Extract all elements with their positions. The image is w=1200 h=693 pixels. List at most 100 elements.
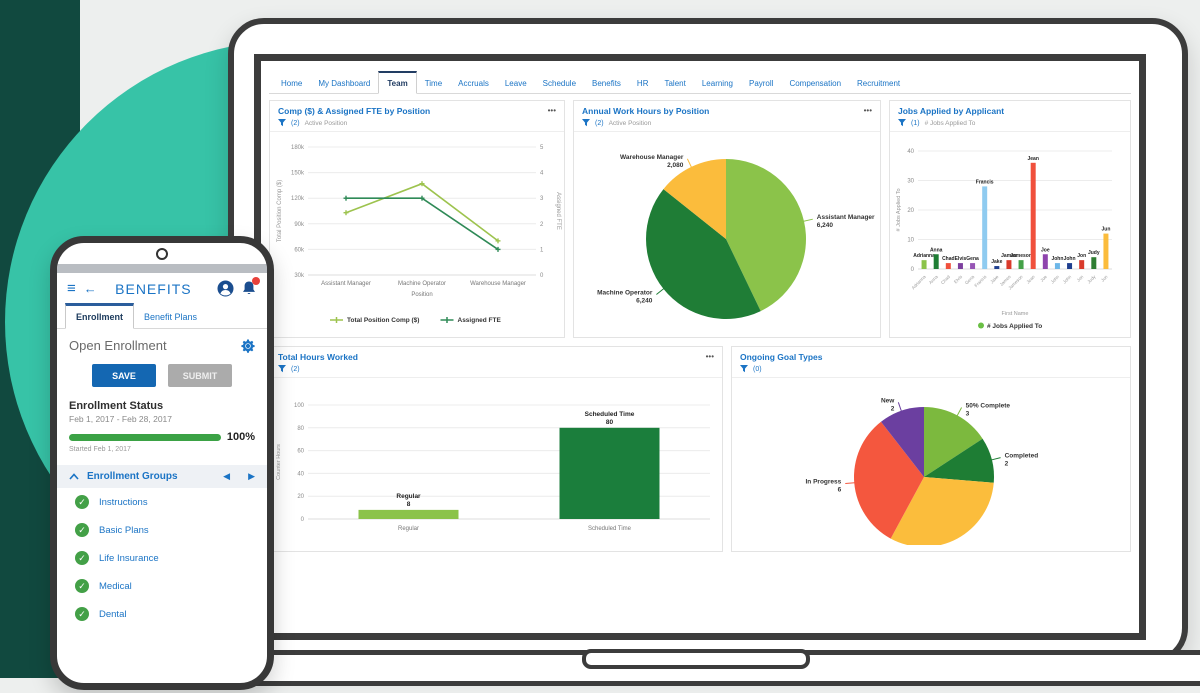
- svg-text:80: 80: [297, 426, 304, 432]
- check-circle-icon: ✓: [75, 607, 89, 621]
- svg-text:Elvis: Elvis: [953, 274, 964, 285]
- back-arrow-icon[interactable]: ←: [83, 281, 97, 296]
- svg-text:Chad: Chad: [942, 256, 955, 262]
- svg-text:Jon: Jon: [1077, 253, 1086, 259]
- tile-menu-icon[interactable]: •••: [863, 106, 872, 115]
- svg-text:Joe: Joe: [1039, 274, 1048, 283]
- svg-text:10: 10: [907, 238, 914, 244]
- dashboard-nav: Home My Dashboard Team Time Accruals Leave Sch…: [269, 71, 1131, 94]
- filter-icon[interactable]: [278, 119, 286, 127]
- svg-text:2: 2: [891, 405, 895, 412]
- svg-text:Elvis: Elvis: [955, 256, 967, 262]
- svg-text:# Jobs Applied To: # Jobs Applied To: [896, 188, 902, 231]
- svg-text:Jean: Jean: [1025, 274, 1036, 285]
- nav-tab-recruitment[interactable]: Recruitment: [857, 79, 901, 88]
- svg-text:8: 8: [407, 501, 411, 508]
- svg-text:150k: 150k: [291, 171, 305, 177]
- svg-text:Gena: Gena: [966, 256, 979, 262]
- filter-count[interactable]: (2): [595, 119, 604, 127]
- nav-tab-hr[interactable]: HR: [636, 79, 649, 88]
- svg-text:Adrianna: Adrianna: [913, 253, 935, 259]
- notifications-bell-icon[interactable]: [241, 277, 260, 297]
- filter-label: Active Position: [304, 119, 348, 127]
- svg-text:Judy: Judy: [1086, 274, 1097, 285]
- check-circle-icon: ✓: [75, 523, 89, 537]
- group-item-medical[interactable]: ✓ Medical: [57, 572, 267, 600]
- tile-title: Total Hours Worked: [278, 352, 358, 362]
- nav-tab-accruals[interactable]: Accruals: [458, 79, 489, 88]
- hamburger-menu-icon[interactable]: ≡: [67, 279, 76, 297]
- nav-tab-my-dashboard[interactable]: My Dashboard: [318, 79, 371, 88]
- filter-icon[interactable]: [278, 365, 286, 373]
- enrollment-groups-list: ✓ Instructions ✓ Basic Plans ✓ Life Insurance…: [57, 488, 267, 628]
- nav-tab-team[interactable]: Team: [378, 71, 417, 94]
- filter-icon[interactable]: [740, 365, 748, 373]
- phone-tab-benefit-plans[interactable]: Benefit Plans: [144, 312, 198, 322]
- submit-button[interactable]: SUBMIT: [168, 364, 232, 387]
- enrollment-progress-bar: [69, 433, 221, 441]
- filter-count[interactable]: (2): [291, 119, 300, 127]
- nav-tab-schedule[interactable]: Schedule: [542, 79, 577, 88]
- nav-tab-benefits[interactable]: Benefits: [592, 79, 621, 88]
- nav-tab-talent[interactable]: Talent: [664, 79, 686, 88]
- next-group-arrow-icon[interactable]: ▶: [248, 471, 255, 481]
- tile-menu-icon[interactable]: •••: [547, 106, 556, 115]
- svg-text:Jean: Jean: [1027, 156, 1038, 162]
- group-item-life-insurance[interactable]: ✓ Life Insurance: [57, 544, 267, 572]
- nav-tab-leave[interactable]: Leave: [504, 79, 527, 88]
- svg-text:3: 3: [966, 411, 970, 418]
- save-button[interactable]: SAVE: [92, 364, 156, 387]
- tile-title: Annual Work Hours by Position: [582, 106, 710, 116]
- enrollment-groups-header[interactable]: Enrollment Groups ◀ ▶: [57, 465, 267, 488]
- nav-tab-time[interactable]: Time: [424, 79, 443, 88]
- filter-count[interactable]: (2): [291, 365, 300, 373]
- nav-tab-compensation[interactable]: Compensation: [789, 79, 842, 88]
- nav-tab-home[interactable]: Home: [281, 79, 303, 88]
- tile-menu-icon[interactable]: •••: [705, 352, 714, 361]
- filter-icon[interactable]: [582, 119, 590, 127]
- profile-icon[interactable]: [217, 280, 234, 297]
- prev-group-arrow-icon[interactable]: ◀: [223, 471, 231, 481]
- nav-tab-learning[interactable]: Learning: [701, 79, 733, 88]
- group-item-dental[interactable]: ✓ Dental: [57, 600, 267, 628]
- settings-gear-icon[interactable]: [241, 339, 255, 353]
- tile-title: Comp ($) & Assigned FTE by Position: [278, 106, 431, 116]
- svg-text:Assistant Manager: Assistant Manager: [817, 214, 875, 221]
- jobs-applied-bar-chart: 010203040AdriannaAdriannaAnnaAnnaChadCha…: [896, 149, 1112, 330]
- tile-jobs-applied: Jobs Applied by Applicant (1) # Jobs App…: [889, 100, 1131, 338]
- svg-text:120k: 120k: [291, 196, 305, 202]
- svg-text:40: 40: [907, 149, 914, 155]
- laptop-screen: Home My Dashboard Team Time Accruals Leave Sch…: [254, 54, 1146, 640]
- filter-count[interactable]: (1): [911, 119, 920, 127]
- enrollment-progress-percent: 100%: [226, 431, 255, 443]
- svg-text:0: 0: [301, 517, 305, 523]
- group-item-instructions[interactable]: ✓ Instructions: [57, 488, 267, 516]
- svg-text:5: 5: [540, 145, 544, 151]
- check-circle-icon: ✓: [75, 551, 89, 565]
- group-item-basic-plans[interactable]: ✓ Basic Plans: [57, 516, 267, 544]
- svg-text:John: John: [1051, 256, 1063, 262]
- nav-tab-payroll[interactable]: Payroll: [748, 79, 774, 88]
- svg-text:1: 1: [540, 247, 544, 253]
- svg-text:New: New: [881, 397, 895, 404]
- svg-text:80: 80: [606, 419, 614, 426]
- tile-total-hours: Total Hours Worked ••• (2) 0 20 40 60 80 100 R…: [269, 346, 723, 552]
- enrollment-started-label: Started Feb 1, 2017: [69, 446, 131, 453]
- svg-text:2: 2: [1005, 461, 1009, 468]
- svg-text:Machine Operator: Machine Operator: [597, 289, 653, 296]
- group-item-label: Instructions: [99, 496, 148, 508]
- svg-text:Completed: Completed: [1005, 453, 1039, 460]
- phone-header: ≡ ← BENEFITS: [57, 273, 267, 301]
- svg-text:Scheduled Time: Scheduled Time: [588, 526, 632, 532]
- phone-tab-bar: Enrollment Benefit Plans: [57, 303, 267, 329]
- filter-icon[interactable]: [898, 119, 906, 127]
- chevron-up-icon[interactable]: [69, 473, 79, 480]
- svg-text:Scheduled Time: Scheduled Time: [585, 411, 635, 418]
- phone-tab-enrollment[interactable]: Enrollment: [65, 303, 135, 329]
- enrollment-date-range: Feb 1, 2017 - Feb 28, 2017: [69, 414, 173, 424]
- svg-text:Assistant Manager: Assistant Manager: [321, 281, 371, 287]
- svg-text:Jon: Jon: [1076, 274, 1085, 283]
- filter-count[interactable]: (0): [753, 365, 762, 373]
